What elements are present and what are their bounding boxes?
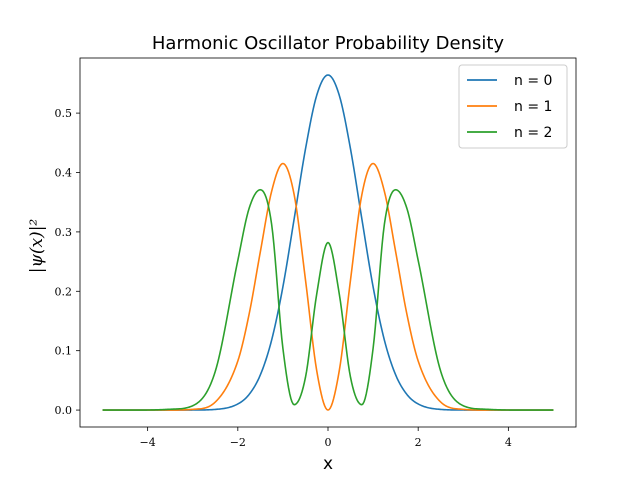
series-line-n1 (102, 162, 554, 411)
chart-title: Harmonic Oscillator Probability Density (152, 33, 505, 54)
y-tick-label: 0.0 (55, 404, 73, 417)
x-tick-label: −2 (230, 436, 246, 449)
x-tick-label: 4 (505, 436, 512, 449)
legend-label-n2: n = 2 (514, 125, 552, 141)
legend-label-n0: n = 0 (514, 73, 552, 89)
y-tick-label: 0.2 (55, 285, 73, 298)
legend: n = 0 n = 1 n = 2 (458, 64, 568, 149)
x-axis-label: x (323, 454, 333, 474)
x-tick-label: −4 (140, 436, 156, 449)
y-tick-label: 0.3 (55, 226, 73, 239)
y-axis-ticks: 0.0 0.1 0.2 0.3 0.4 0.5 (55, 107, 80, 417)
legend-label-n1: n = 1 (514, 99, 552, 115)
y-tick-label: 0.5 (55, 107, 73, 120)
legend-box (458, 64, 568, 149)
x-tick-label: 2 (415, 436, 422, 449)
x-axis-ticks: −4 −2 0 2 4 (140, 427, 512, 449)
y-tick-label: 0.1 (55, 345, 73, 358)
y-tick-label: 0.4 (55, 167, 73, 180)
x-tick-label: 0 (325, 436, 332, 449)
series-lines (102, 74, 554, 411)
series-line-n2 (102, 188, 554, 411)
y-axis-label: |ψ(x)|² (27, 219, 47, 274)
